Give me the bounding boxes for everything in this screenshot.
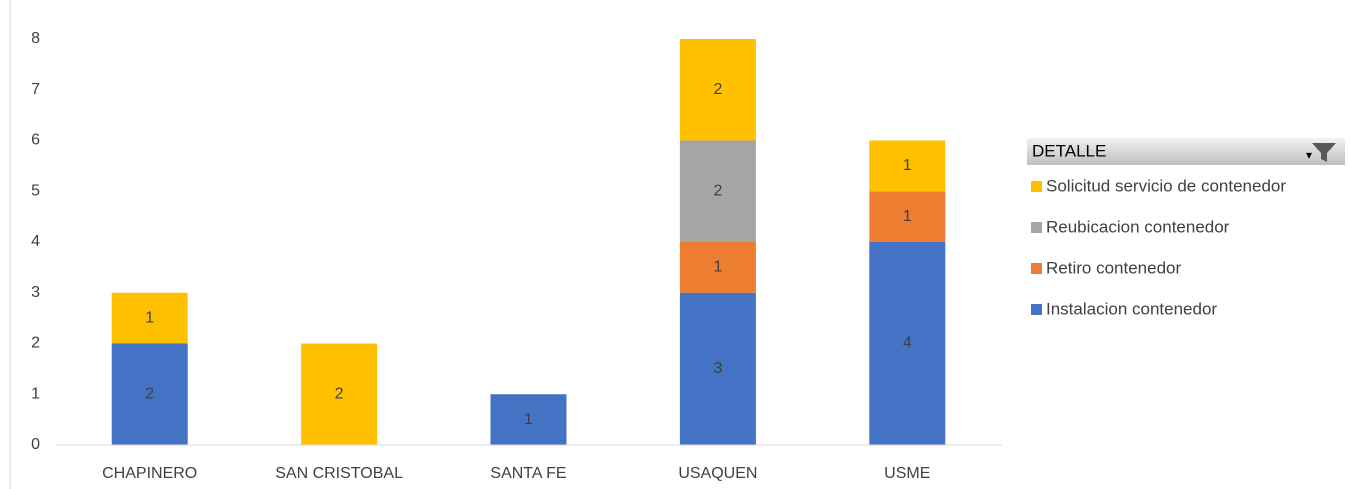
x-tick-label: USAQUEN — [678, 465, 757, 482]
bar-segment — [679, 242, 756, 293]
bar-segment — [679, 39, 756, 141]
legend-header — [1027, 138, 1345, 165]
x-tick-label: USME — [884, 465, 930, 482]
x-tick-label: CHAPINERO — [102, 465, 197, 482]
y-tick-label: 3 — [31, 284, 40, 301]
legend-label: Retiro contenedor — [1046, 258, 1181, 277]
data-label: 1 — [145, 309, 154, 326]
legend-swatch — [1031, 222, 1042, 233]
y-tick-label: 4 — [31, 233, 40, 250]
data-label: 1 — [524, 411, 533, 428]
bar-segment — [111, 292, 188, 344]
bar-segment — [869, 242, 946, 445]
legend-label: Reubicacion contenedor — [1046, 217, 1230, 236]
data-label: 2 — [713, 182, 722, 199]
y-tick-label: 7 — [31, 81, 40, 98]
data-label: 2 — [145, 385, 154, 402]
legend-swatch — [1031, 181, 1042, 192]
legend-title: DETALLE — [1032, 141, 1106, 160]
dropdown-icon[interactable]: ▾ — [1306, 148, 1312, 162]
x-tick-label: SANTA FE — [490, 465, 566, 482]
x-tick-label: SAN CRISTOBAL — [275, 465, 403, 482]
bar-segment — [301, 343, 378, 445]
y-tick-label: 5 — [31, 182, 40, 199]
legend-swatch — [1031, 263, 1042, 274]
y-tick-label: 2 — [31, 335, 40, 352]
y-tick-label: 6 — [31, 132, 40, 149]
data-label: 1 — [903, 157, 912, 174]
y-tick-label: 1 — [31, 385, 40, 402]
bar-segment — [490, 394, 567, 445]
data-label: 2 — [335, 385, 344, 402]
data-label: 3 — [713, 360, 722, 377]
data-label: 1 — [713, 259, 722, 276]
data-label: 2 — [713, 81, 722, 98]
bar-segment — [869, 191, 946, 242]
bar-segment — [679, 140, 756, 242]
data-label: 4 — [903, 335, 912, 352]
y-tick-label: 8 — [31, 30, 40, 47]
data-label: 1 — [903, 208, 912, 225]
y-tick-label: 0 — [31, 436, 40, 453]
bar-segment — [679, 292, 756, 445]
legend-label: Instalacion contenedor — [1046, 299, 1217, 318]
bar-segment — [111, 343, 188, 445]
filter-icon[interactable] — [1312, 143, 1336, 162]
bar-segment — [869, 140, 946, 192]
legend-label: Solicitud servicio de contenedor — [1046, 176, 1286, 195]
legend-swatch — [1031, 304, 1042, 315]
